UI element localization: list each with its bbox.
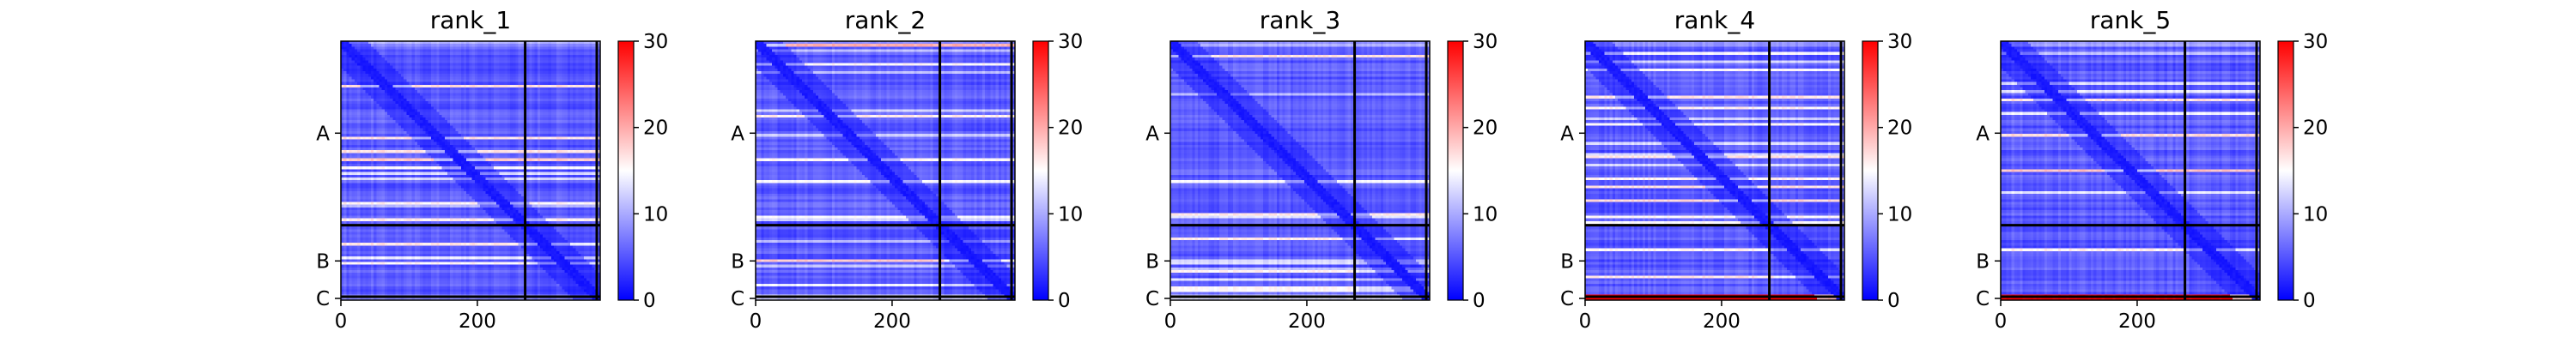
colorbar-tick-label: 30	[643, 31, 668, 53]
colorbar-tick-label: 20	[643, 117, 668, 140]
panel-title: rank_4	[1674, 6, 1755, 34]
colorbar-tick-label: 10	[1887, 203, 1912, 226]
panel-title: rank_2	[845, 6, 926, 34]
y-tick-label: A	[731, 123, 744, 145]
y-tick-label: B	[1145, 250, 1159, 273]
x-tick-label: 200	[2118, 310, 2156, 333]
plot-frame	[2000, 40, 2261, 301]
plot-frame	[1584, 40, 1845, 301]
y-tick-label: C	[1976, 288, 1990, 310]
y-tick-label: C	[1145, 288, 1159, 310]
y-tick-label: A	[1560, 123, 1574, 145]
pae-heatmap	[1170, 41, 1430, 300]
panel-title: rank_1	[430, 6, 511, 34]
y-tick-label: B	[1976, 250, 1990, 273]
colorbar-tick-label: 10	[2303, 203, 2328, 226]
y-tick-label: C	[1560, 288, 1574, 310]
colorbar-tick-label: 20	[2303, 117, 2328, 140]
x-tick-label: 0	[335, 310, 348, 333]
y-tick-label: B	[316, 250, 330, 273]
plot-frame	[1170, 40, 1431, 301]
x-tick-label: 200	[459, 310, 496, 333]
colorbar-tick-label: 0	[2303, 290, 2316, 312]
pae-heatmap	[756, 41, 1015, 300]
y-tick-label: A	[1976, 123, 1990, 145]
x-tick-label: 0	[750, 310, 762, 333]
colorbar	[1862, 40, 1879, 301]
x-tick-label: 200	[1703, 310, 1741, 333]
y-tick-label: B	[1560, 250, 1574, 273]
colorbar-tick-label: 10	[1058, 203, 1083, 226]
y-tick-label: B	[731, 250, 744, 273]
colorbar	[1032, 40, 1049, 301]
plot-frame	[755, 40, 1016, 301]
colorbar-tick-label: 0	[643, 290, 656, 312]
x-tick-label: 0	[1164, 310, 1177, 333]
colorbar-tick-label: 20	[1473, 117, 1498, 140]
y-tick-label: C	[731, 288, 744, 310]
x-tick-label: 0	[1995, 310, 2008, 333]
y-tick-label: A	[316, 123, 330, 145]
x-tick-label: 0	[1579, 310, 1592, 333]
colorbar	[617, 40, 635, 301]
colorbar-tick-label: 30	[1473, 31, 1498, 53]
x-tick-label: 200	[1288, 310, 1326, 333]
plot-frame	[340, 40, 601, 301]
y-tick-label: C	[316, 288, 330, 310]
colorbar-tick-label: 20	[1058, 117, 1083, 140]
panel-title: rank_5	[2090, 6, 2171, 34]
panel-title: rank_3	[1260, 6, 1340, 34]
colorbar-tick-label: 10	[643, 203, 668, 226]
colorbar-tick-label: 30	[2303, 31, 2328, 53]
pae-heatmap	[1585, 41, 1844, 300]
colorbar-tick-label: 30	[1058, 31, 1083, 53]
colorbar-tick-label: 10	[1473, 203, 1498, 226]
colorbar-tick-label: 0	[1887, 290, 1900, 312]
pae-heatmap	[341, 41, 600, 300]
pae-heatmap	[2001, 41, 2260, 300]
colorbar-tick-label: 20	[1887, 117, 1912, 140]
colorbar-tick-label: 0	[1473, 290, 1485, 312]
x-tick-label: 200	[873, 310, 911, 333]
y-tick-label: A	[1145, 123, 1159, 145]
colorbar	[1447, 40, 1464, 301]
colorbar-tick-label: 0	[1058, 290, 1071, 312]
colorbar-tick-label: 30	[1887, 31, 1912, 53]
colorbar	[2277, 40, 2294, 301]
